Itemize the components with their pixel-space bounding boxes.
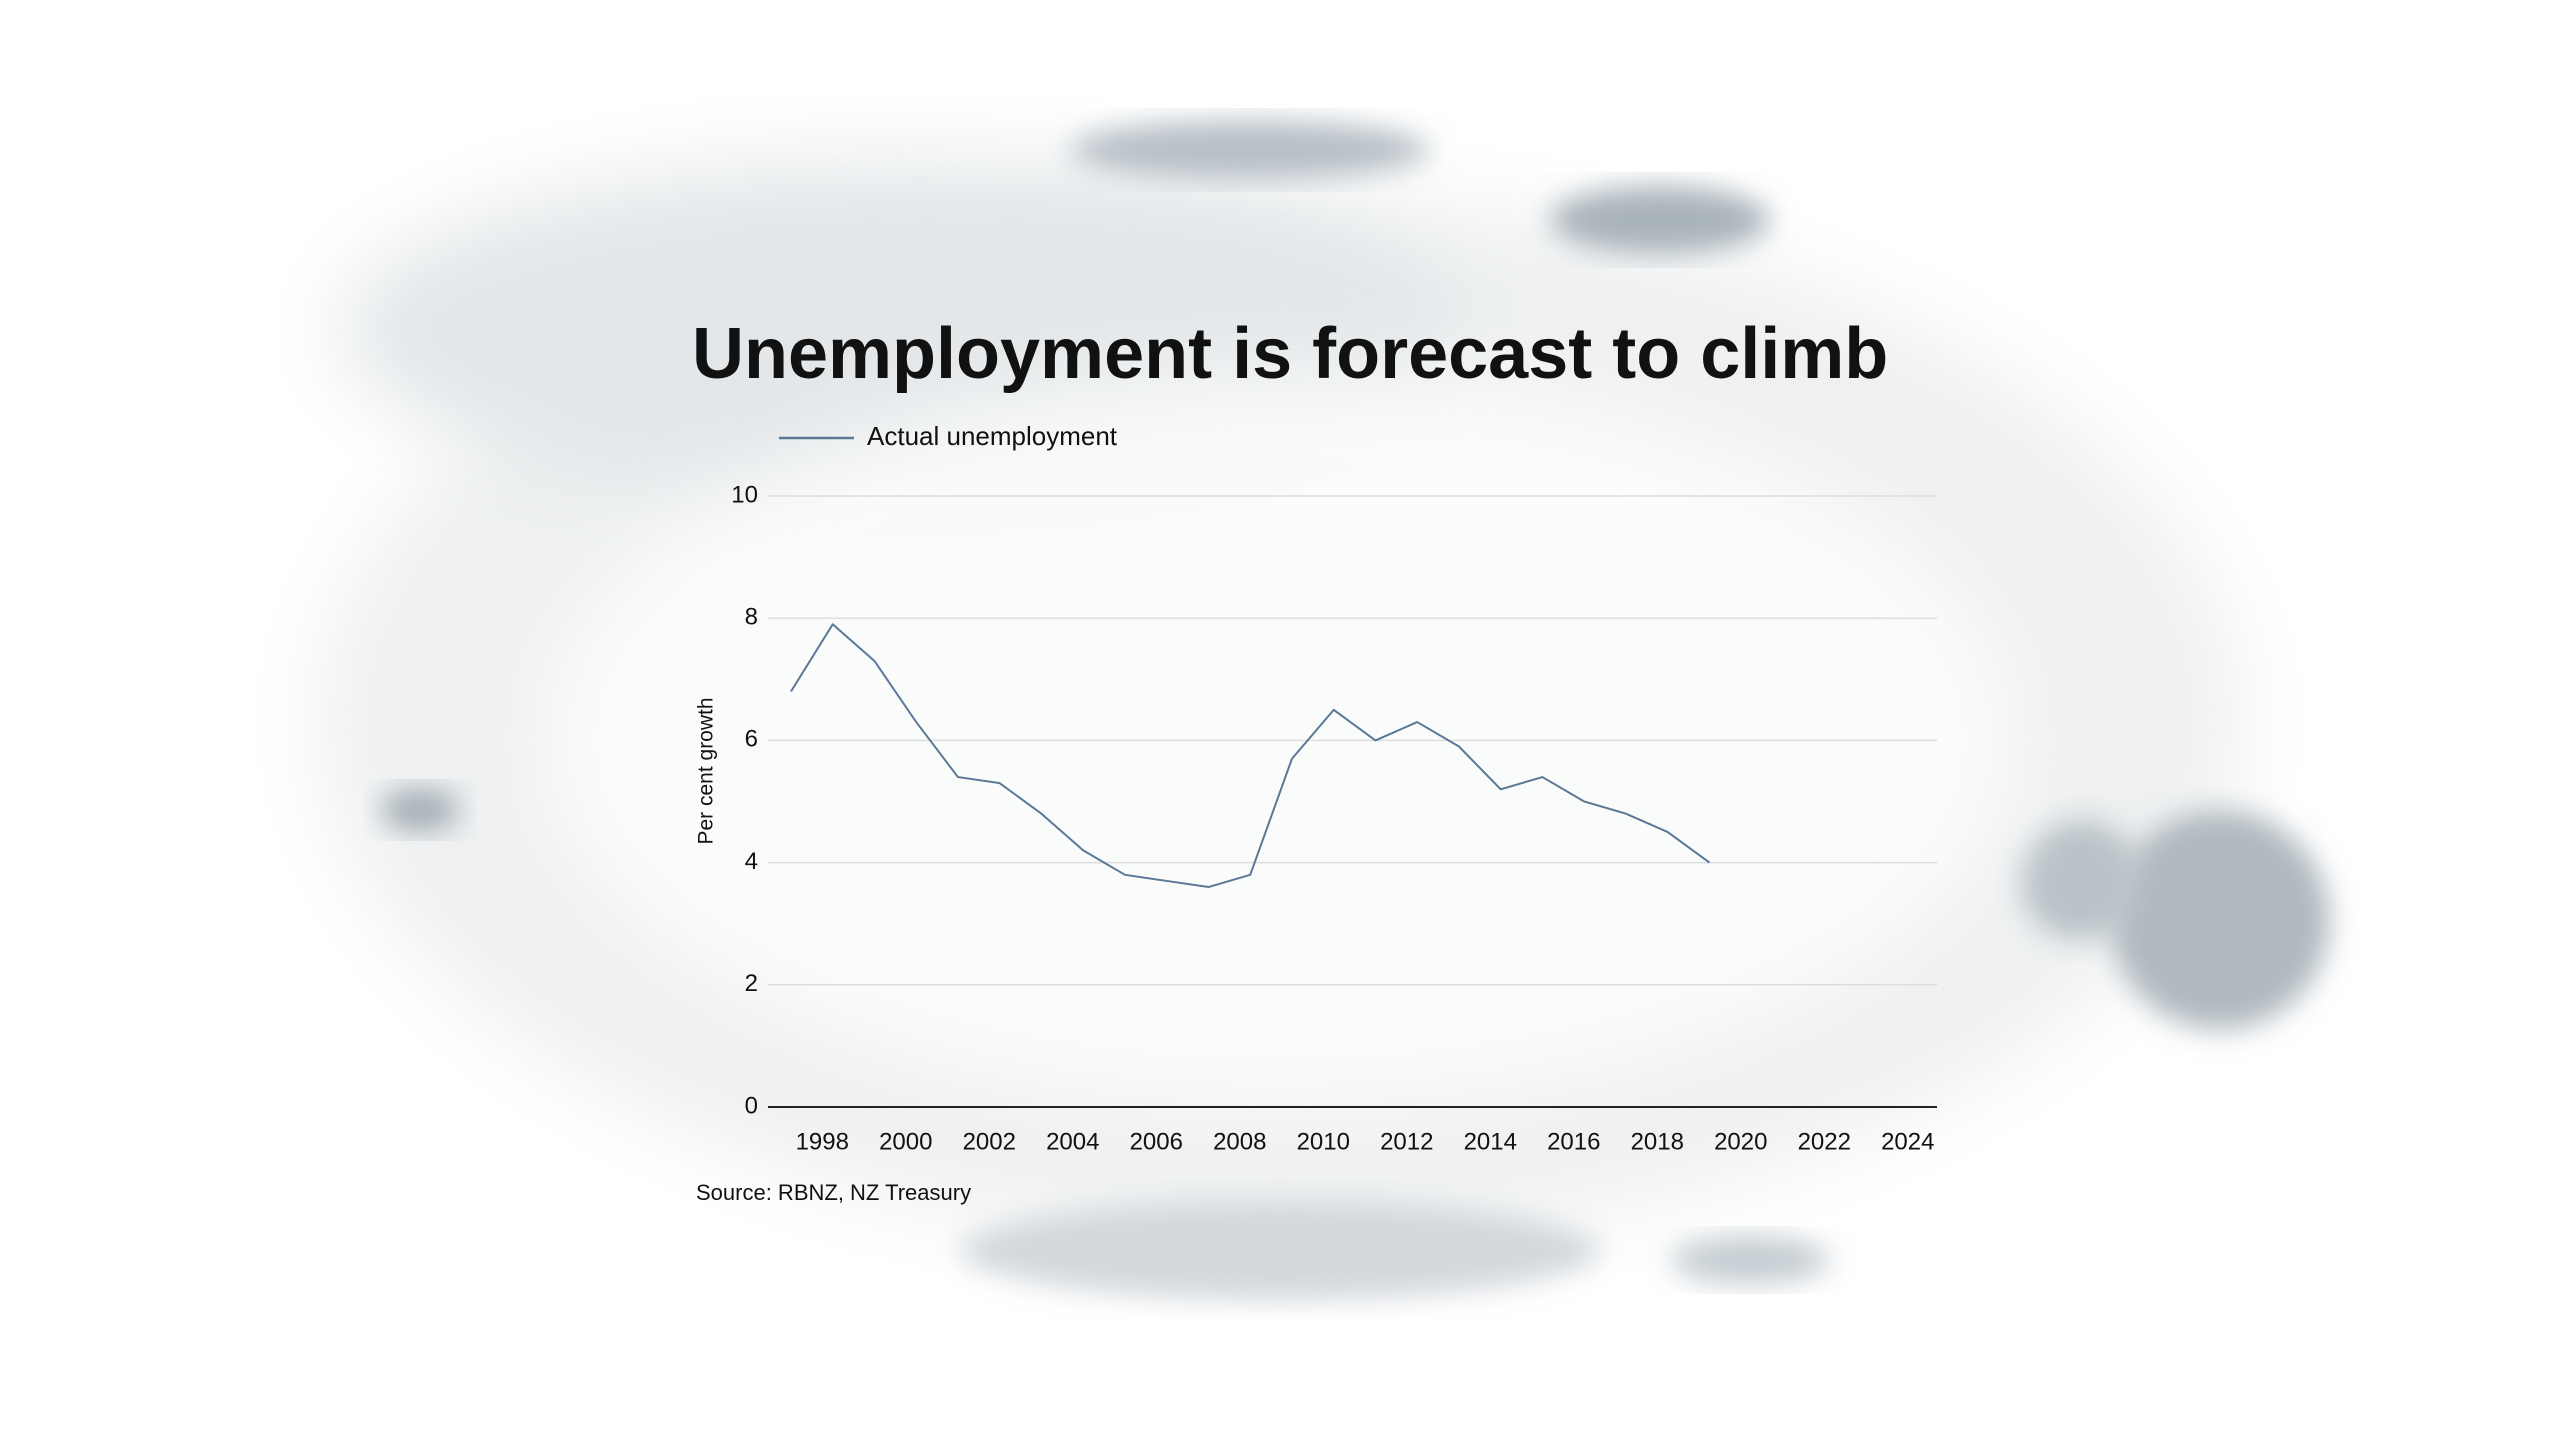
chart-title: Unemployment is forecast to climb xyxy=(692,314,1888,394)
x-tick-label: 2000 xyxy=(879,1128,932,1155)
x-tick-label: 2004 xyxy=(1046,1128,1099,1155)
y-tick-label: 4 xyxy=(745,848,758,875)
x-tick-label: 2016 xyxy=(1547,1128,1600,1155)
x-tick-label: 2012 xyxy=(1380,1128,1433,1155)
y-tick-label: 8 xyxy=(745,604,758,631)
x-tick-label: 2010 xyxy=(1297,1128,1350,1155)
x-tick-label: 2020 xyxy=(1714,1128,1767,1155)
y-axis-label: Per cent growth xyxy=(695,697,718,844)
x-tick-label: 2008 xyxy=(1213,1128,1266,1155)
x-tick-label: 2024 xyxy=(1881,1128,1934,1155)
y-tick-label: 0 xyxy=(745,1092,758,1119)
x-tick-label: 2014 xyxy=(1464,1128,1517,1155)
watercolor-background xyxy=(320,120,2330,1300)
x-tick-label: 2006 xyxy=(1130,1128,1183,1155)
y-tick-label: 6 xyxy=(745,726,758,753)
x-tick-label: 2018 xyxy=(1631,1128,1684,1155)
x-tick-label: 1998 xyxy=(796,1128,849,1155)
x-tick-label: 2022 xyxy=(1798,1128,1851,1155)
source-note: Source: RBNZ, NZ Treasury xyxy=(696,1180,971,1205)
legend-label: Actual unemployment xyxy=(867,421,1118,451)
y-tick-label: 2 xyxy=(745,970,758,997)
data-line xyxy=(790,623,1711,889)
x-tick-label: 2002 xyxy=(963,1128,1016,1155)
y-tick-label: 10 xyxy=(731,481,758,508)
